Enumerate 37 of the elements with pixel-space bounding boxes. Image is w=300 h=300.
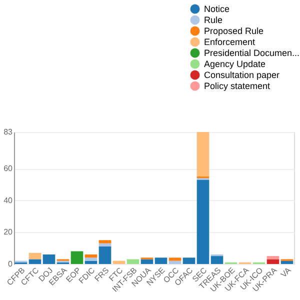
bar: [210, 256, 224, 264]
bar: [266, 256, 280, 260]
y-tick-label: 0: [8, 260, 14, 268]
bar: [280, 260, 294, 264]
bar: [168, 260, 182, 264]
legend-label: Policy statement: [204, 81, 271, 91]
bar: [112, 260, 126, 264]
bar: [98, 246, 112, 264]
y-tick-label: 40: [4, 196, 14, 205]
bar: [196, 180, 210, 264]
legend-label: Enforcement: [204, 37, 256, 47]
legend-label: Consultation paper: [204, 70, 280, 80]
bar: [28, 252, 42, 260]
bar: [266, 259, 280, 264]
x-tick-label: VA: [279, 265, 294, 280]
bar: [28, 259, 42, 264]
y-tick-label: 20: [4, 228, 14, 237]
bar: [154, 258, 168, 264]
bar: [140, 259, 154, 264]
bar: [182, 258, 196, 264]
bar: [84, 260, 98, 264]
bar: [126, 259, 140, 264]
bar: [42, 254, 56, 264]
legend-label: Notice: [204, 4, 230, 14]
bar: [196, 132, 210, 177]
bar: [168, 258, 182, 261]
legend-label: Proposed Rule: [204, 26, 264, 36]
bar: [98, 243, 112, 247]
bar: [84, 258, 98, 261]
y-tick-label: 60: [4, 164, 14, 174]
legend-label: Rule: [204, 15, 223, 25]
bar: [70, 251, 84, 264]
y-tick-label: 83: [4, 128, 14, 136]
legend-label: Agency Update: [204, 59, 266, 69]
bar: [98, 240, 112, 244]
legend-label: Presidential Documen...: [204, 48, 300, 58]
bar: [84, 254, 98, 258]
